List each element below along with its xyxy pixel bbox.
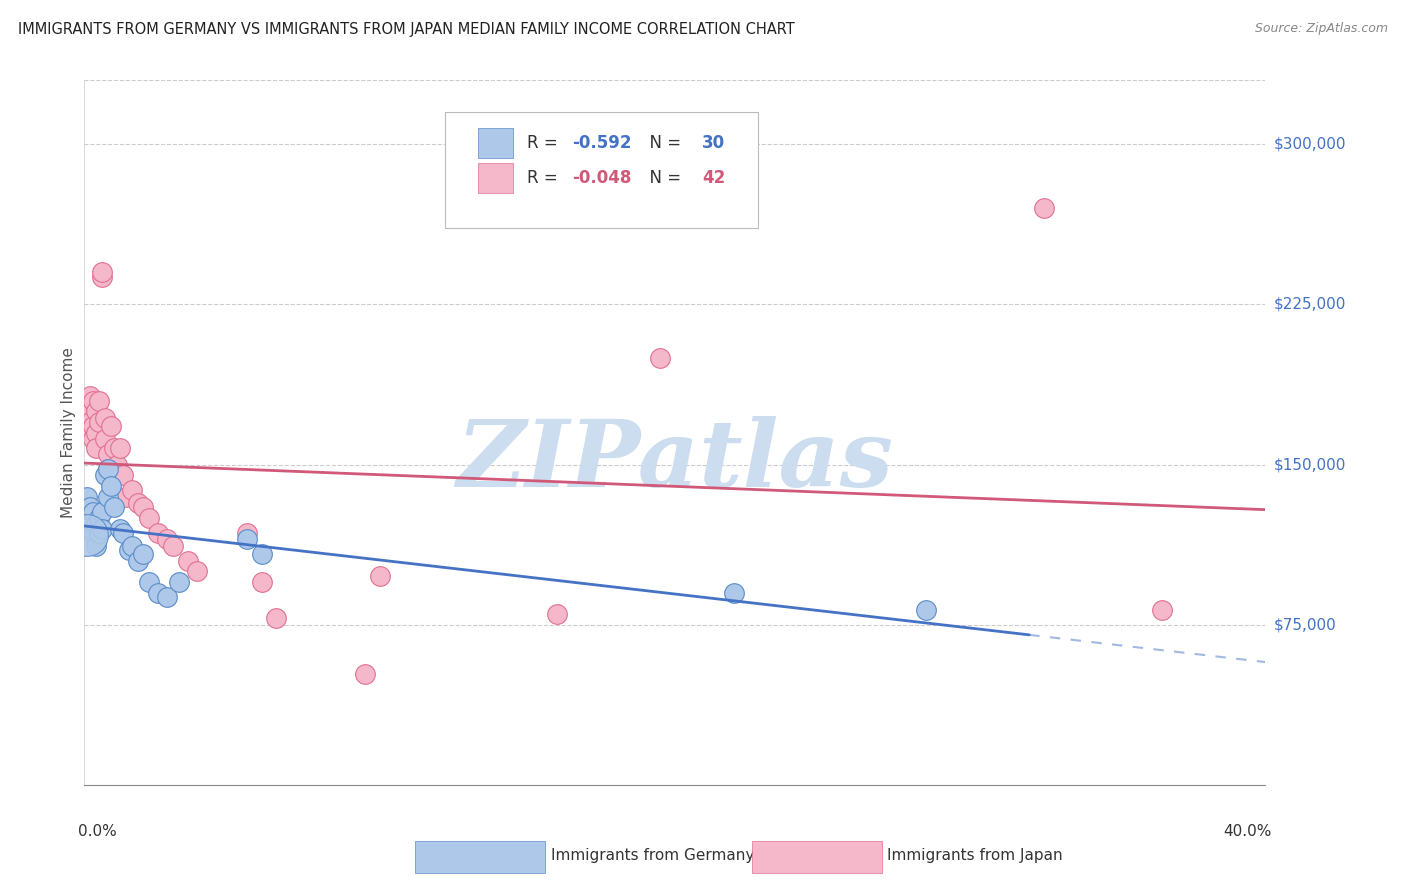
Point (236, 533, 259, 547)
Point (76, 419, 98, 434)
Point (84, 517, 107, 532)
Point (162, 539, 184, 553)
Point (138, 575, 160, 590)
Point (97, 462, 120, 476)
Point (368, 568, 391, 582)
Point (82, 419, 104, 434)
Point (100, 419, 122, 434)
Point (76, 398, 98, 412)
FancyBboxPatch shape (444, 112, 758, 228)
Point (97, 462, 120, 476)
Point (177, 554, 200, 568)
Point (266, 611, 288, 625)
Point (354, 667, 377, 681)
Point (148, 586, 170, 600)
Point (87, 393, 111, 408)
Text: $225,000: $225,000 (1274, 297, 1346, 312)
Point (84, 441, 107, 455)
Text: Immigrants from Germany: Immigrants from Germany (551, 848, 754, 863)
Point (132, 500, 155, 515)
Text: $150,000: $150,000 (1274, 458, 1346, 472)
Point (94, 432, 117, 446)
FancyBboxPatch shape (415, 841, 546, 873)
Point (84, 425, 107, 440)
Point (82, 393, 104, 408)
Point (121, 483, 143, 498)
Point (97, 490, 120, 504)
Point (118, 543, 141, 558)
Point (250, 575, 273, 590)
Point (84, 539, 107, 553)
Point (121, 539, 143, 553)
Point (1033, 202, 1056, 216)
Point (79, 389, 101, 403)
FancyBboxPatch shape (752, 841, 882, 873)
Point (84, 404, 107, 418)
Point (82, 505, 104, 519)
Point (114, 490, 136, 504)
Point (91, 269, 114, 284)
Text: R =: R = (527, 169, 564, 187)
Point (156, 533, 179, 547)
Point (79, 500, 101, 515)
Point (1150, 603, 1173, 617)
Point (94, 410, 117, 425)
Text: R =: R = (527, 134, 564, 152)
Text: ZIPatlas: ZIPatlas (457, 416, 893, 506)
Point (97, 447, 120, 461)
FancyBboxPatch shape (478, 163, 513, 193)
Point (103, 441, 125, 455)
Text: N =: N = (640, 169, 686, 187)
Point (82, 432, 104, 446)
Point (186, 565, 208, 579)
Point (148, 526, 170, 541)
Point (82, 526, 104, 541)
Text: 30: 30 (702, 134, 725, 152)
Text: -0.048: -0.048 (572, 169, 631, 187)
Point (167, 575, 190, 590)
Text: 40.0%: 40.0% (1223, 823, 1271, 838)
FancyBboxPatch shape (478, 128, 513, 158)
Point (111, 468, 134, 483)
Point (127, 554, 149, 568)
Point (91, 265, 114, 279)
Point (87, 526, 111, 541)
Point (108, 441, 131, 455)
Y-axis label: Median Family Income: Median Family Income (60, 347, 76, 518)
Point (87, 415, 111, 429)
Text: -0.592: -0.592 (572, 134, 631, 152)
Text: Immigrants from Japan: Immigrants from Japan (887, 848, 1063, 863)
Text: Source: ZipAtlas.com: Source: ZipAtlas.com (1254, 22, 1388, 36)
Point (546, 607, 568, 621)
Point (650, 351, 672, 365)
Text: N =: N = (640, 134, 686, 152)
Point (76, 490, 98, 504)
Point (103, 500, 125, 515)
Point (111, 526, 134, 541)
Point (132, 547, 155, 561)
Point (138, 511, 160, 525)
Point (127, 496, 149, 510)
Text: $75,000: $75,000 (1274, 617, 1337, 632)
Point (91, 505, 114, 519)
Text: 0.0%: 0.0% (79, 823, 117, 838)
Point (915, 603, 938, 617)
Point (250, 547, 273, 561)
Point (105, 458, 128, 472)
Point (108, 522, 131, 536)
Text: 42: 42 (702, 169, 725, 187)
Point (723, 586, 745, 600)
Point (236, 526, 259, 541)
Point (91, 522, 114, 536)
Text: $300,000: $300,000 (1274, 136, 1346, 152)
Point (87, 511, 111, 525)
Text: IMMIGRANTS FROM GERMANY VS IMMIGRANTS FROM JAPAN MEDIAN FAMILY INCOME CORRELATIO: IMMIGRANTS FROM GERMANY VS IMMIGRANTS FR… (18, 22, 794, 37)
Point (79, 511, 101, 525)
Point (79, 415, 101, 429)
Point (94, 468, 117, 483)
Point (100, 479, 122, 493)
Point (156, 590, 179, 604)
Point (76, 528, 98, 542)
